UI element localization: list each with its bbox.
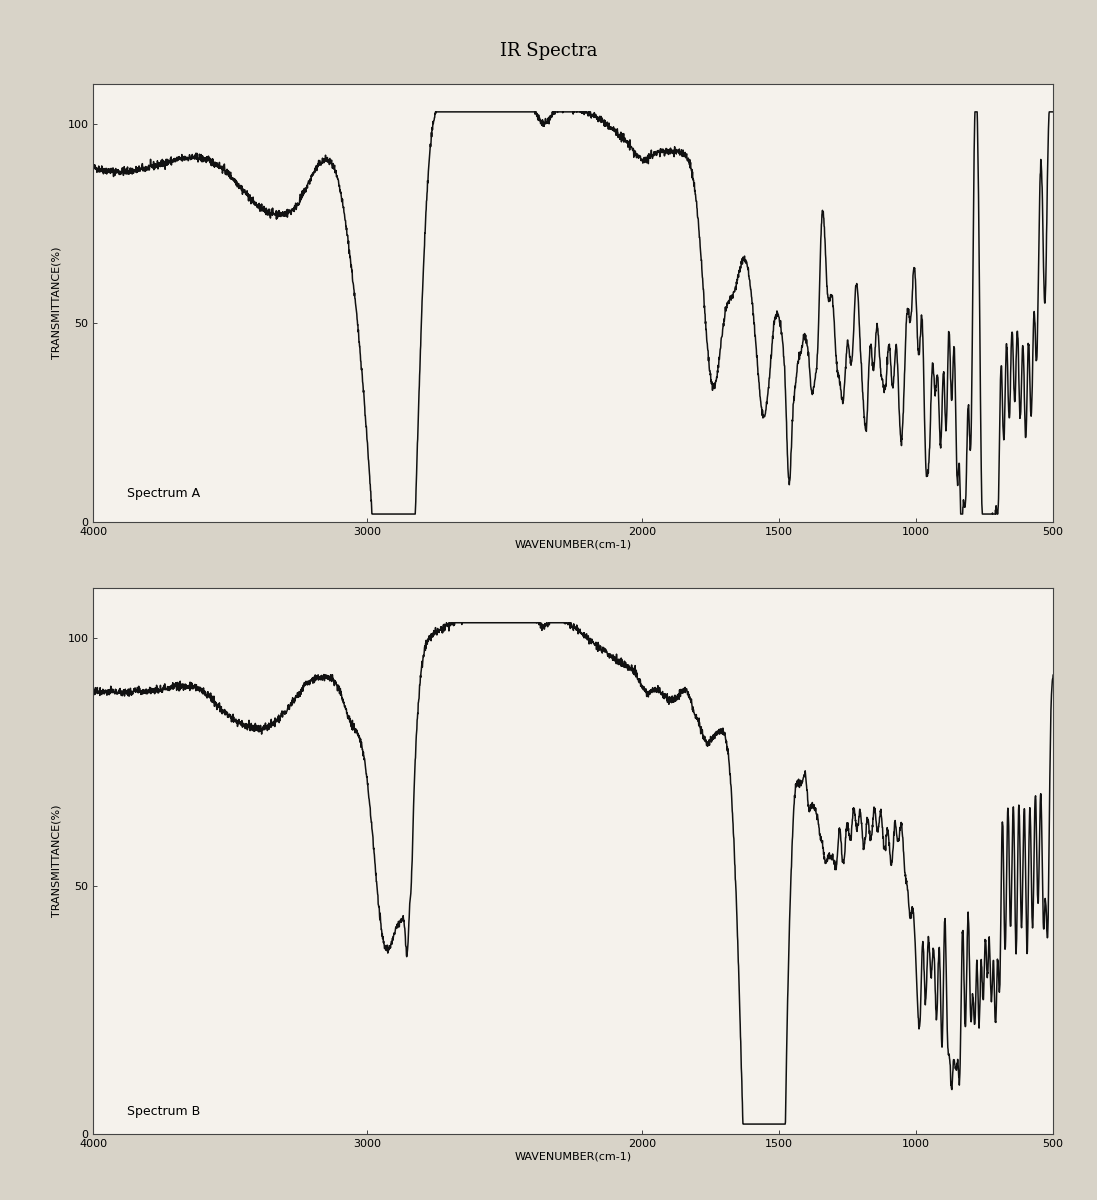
X-axis label: WAVENUMBER(cm-1): WAVENUMBER(cm-1)	[514, 1152, 632, 1162]
Y-axis label: TRANSMITTANCE(%): TRANSMITTANCE(%)	[52, 805, 61, 917]
X-axis label: WAVENUMBER(cm-1): WAVENUMBER(cm-1)	[514, 540, 632, 550]
Text: IR Spectra: IR Spectra	[500, 42, 597, 60]
Text: Spectrum B: Spectrum B	[127, 1105, 200, 1117]
Y-axis label: TRANSMITTANCE(%): TRANSMITTANCE(%)	[52, 247, 61, 359]
Text: Spectrum A: Spectrum A	[127, 487, 200, 500]
